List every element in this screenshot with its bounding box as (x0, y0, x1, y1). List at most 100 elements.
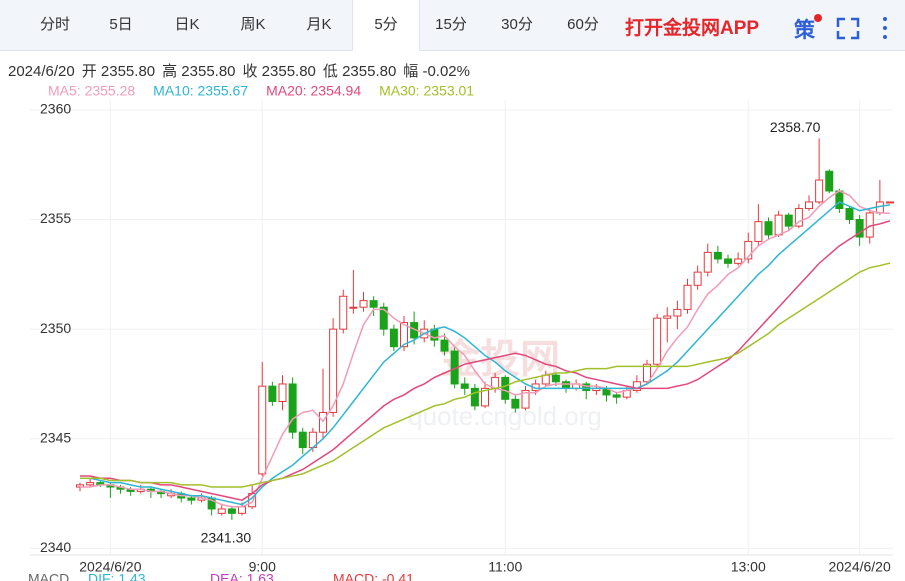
candle-body (541, 374, 550, 385)
candle-body (400, 322, 408, 348)
candle-body (663, 315, 672, 319)
badge-dot (814, 14, 822, 22)
candle-body (217, 508, 226, 514)
tab[interactable]: 5日 (109, 16, 133, 33)
app-link[interactable]: 打开金投网APP (625, 18, 760, 39)
legend-label: MA5: 2355.28 (48, 83, 135, 99)
candle-body (886, 201, 894, 204)
ma-line (80, 201, 891, 506)
x-tick-label: 13:00 (731, 559, 766, 575)
candle-body (339, 295, 348, 330)
candle-body (562, 381, 570, 389)
candle-body (855, 219, 864, 238)
info-text: 2024/6/20 (8, 63, 75, 80)
y-tick-label: 2350 (40, 320, 71, 336)
candle-body (815, 179, 824, 203)
candle-body (774, 214, 783, 236)
tab[interactable]: 日K (174, 16, 200, 33)
tab[interactable]: 60分 (567, 16, 599, 33)
candle-body (643, 363, 651, 383)
candle-body (673, 308, 682, 317)
legend-label: MA30: 2353.01 (379, 83, 474, 99)
y-tick-label: 2340 (40, 539, 71, 555)
ma-line (80, 220, 891, 501)
y-tick-label: 2345 (40, 429, 71, 445)
candle-body (734, 258, 743, 264)
candle-body (470, 387, 479, 407)
candle-body (258, 385, 267, 475)
candle-body (460, 383, 469, 389)
macd-label: MACD (28, 571, 69, 581)
chart: 2024/6/20 开 2355.80 高 2355.80 收 2355.80 低 23… (8, 63, 894, 581)
tab[interactable]: 5分 (352, 0, 420, 51)
macd-label: DIF: 1.43 (88, 571, 146, 581)
legend-label: MA20: 2354.94 (266, 83, 361, 99)
candle-body (744, 240, 753, 260)
candle-body (359, 300, 368, 308)
tab[interactable]: 30分 (501, 16, 533, 33)
info-text: 幅 -0.02% (403, 63, 470, 80)
macd-label: DEA: 1.63 (210, 571, 274, 581)
candle-body (187, 497, 196, 501)
tab-bar: 分时 5日 日K 周K 月K 5分 15分 30分 60分 (0, 0, 905, 51)
candle-body (298, 431, 307, 449)
candle-body (845, 208, 854, 221)
candle-body (653, 317, 662, 365)
candle-body (805, 201, 813, 210)
strategy-icon[interactable]: 策 (794, 19, 815, 42)
candle-body (835, 190, 844, 210)
candle-body (754, 221, 763, 242)
ma-line (80, 262, 891, 488)
candle-body (268, 385, 277, 403)
tab[interactable]: 分时 (39, 16, 70, 33)
candle-body (481, 387, 489, 407)
candle-body (582, 383, 591, 392)
candle-body (440, 339, 449, 352)
candle-body (693, 271, 702, 286)
candle-body (703, 251, 712, 273)
candle-body (784, 214, 793, 227)
candle-body (227, 508, 236, 514)
x-tick-label: 11:00 (488, 559, 522, 575)
x-tick-label: 2024/6/20 (79, 559, 141, 575)
candle-body (683, 284, 692, 310)
candle-body (511, 398, 520, 409)
menu-icon[interactable] (883, 17, 887, 39)
candle-body (86, 482, 95, 486)
x-tick-label: 2024/6/20 (828, 559, 890, 575)
candle-body (825, 170, 834, 192)
candle-body (278, 383, 287, 403)
candle-body (238, 506, 246, 514)
ma-line (80, 190, 891, 508)
candle-body (521, 390, 530, 409)
macd-label: MACD: -0.41 (333, 571, 414, 581)
info-text: 开 2355.80 (82, 63, 155, 80)
info-text: 高 2355.80 (162, 63, 235, 80)
candle-body (612, 394, 621, 398)
candle-body (551, 374, 560, 383)
high-label: 2358.70 (770, 119, 821, 135)
x-tick-label: 9:00 (249, 559, 276, 575)
toolbar-icons (814, 14, 887, 40)
candle-body (389, 328, 398, 348)
candle-body (724, 258, 732, 264)
candle-body (794, 208, 803, 227)
candle-body (369, 300, 378, 308)
info-text: 低 2355.80 (323, 63, 396, 80)
candle-body (764, 221, 773, 236)
y-tick-label: 2360 (40, 101, 71, 117)
candle-body (713, 251, 722, 260)
watermark: 金投网 (439, 337, 560, 382)
info-text: 收 2355.80 (243, 63, 316, 80)
tab[interactable]: 周K (240, 16, 266, 33)
y-tick-label: 2355 (40, 210, 71, 226)
fullscreen-icon[interactable] (836, 17, 860, 40)
candle-body (379, 306, 388, 330)
candle-body (349, 306, 358, 309)
low-label: 2341.30 (201, 530, 252, 546)
tab[interactable]: 月K (306, 16, 332, 33)
tab[interactable]: 15分 (435, 16, 467, 33)
candle-body (329, 328, 338, 413)
legend-label: MA10: 2355.67 (153, 83, 248, 99)
candle-body (288, 383, 297, 433)
